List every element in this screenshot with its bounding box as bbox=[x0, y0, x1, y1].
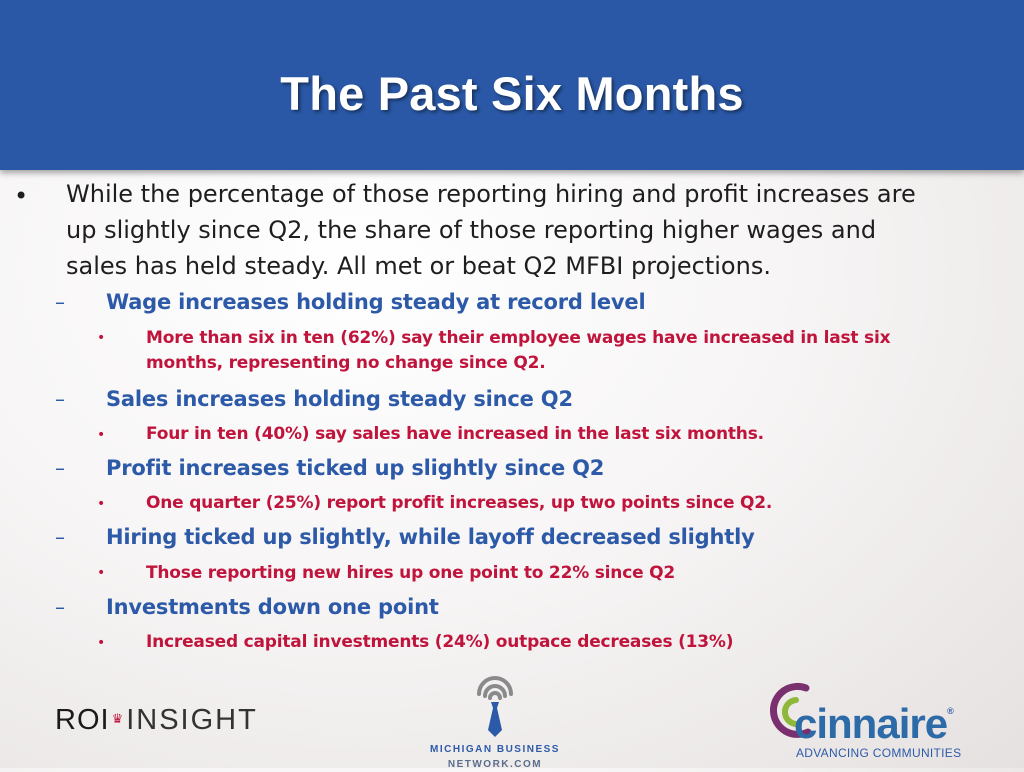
point-bullet: • bbox=[97, 330, 106, 346]
point-bullet: • bbox=[97, 427, 106, 443]
cinnaire-tagline: ADVANCING COMMUNITIES bbox=[796, 746, 962, 760]
michigan-business-network-logo: MICHIGAN BUSINESS NETWORK.COM bbox=[420, 672, 570, 772]
intro-bullet: • bbox=[14, 182, 29, 210]
section-dash: – bbox=[55, 387, 65, 411]
section-heading-sales: Sales increases holding steady since Q2 bbox=[106, 387, 573, 411]
point-bullet: • bbox=[97, 565, 106, 581]
insight-logo-text: INSIGHT bbox=[126, 704, 258, 736]
broadcast-tie-icon bbox=[477, 676, 513, 737]
point-wages-line-2: months, representing no change since Q2. bbox=[146, 353, 546, 373]
point-bullet: • bbox=[97, 496, 106, 512]
roi-insight-logo: ROI ♛INSIGHT bbox=[55, 704, 258, 737]
section-dash: – bbox=[55, 525, 65, 549]
point-sales: Four in ten (40%) say sales have increas… bbox=[146, 424, 764, 444]
crown-icon: ♛ bbox=[111, 711, 125, 726]
section-heading-wages: Wage increases holding steady at record … bbox=[106, 290, 646, 314]
section-dash: – bbox=[55, 290, 65, 314]
point-profit: One quarter (25%) report profit increase… bbox=[146, 493, 773, 513]
point-bullet: • bbox=[97, 635, 106, 651]
section-heading-hiring: Hiring ticked up slightly, while layoff … bbox=[106, 525, 755, 549]
intro-line-2: up slightly since Q2, the share of those… bbox=[66, 216, 877, 244]
point-investments: Increased capital investments (24%) outp… bbox=[146, 632, 734, 652]
registered-mark: ® bbox=[947, 706, 954, 716]
mbn-line-2: NETWORK.COM bbox=[447, 759, 543, 770]
title-bar: The Past Six Months bbox=[0, 0, 1024, 170]
mbn-line-1: MICHIGAN BUSINESS bbox=[430, 744, 560, 755]
cinnaire-swoosh-icon bbox=[769, 682, 812, 738]
section-dash: – bbox=[55, 456, 65, 480]
intro-line-3: sales has held steady. All met or beat Q… bbox=[66, 252, 771, 280]
intro-line-1: While the percentage of those reporting … bbox=[66, 180, 916, 208]
point-wages-line-1: More than six in ten (62%) say their emp… bbox=[146, 328, 891, 348]
roi-logo-text: ROI bbox=[55, 704, 110, 736]
slide-title: The Past Six Months bbox=[280, 67, 744, 120]
cinnaire-name: cinnaire bbox=[794, 700, 948, 747]
cinnaire-logo: cinnaire® ADVANCING COMMUNITIES bbox=[768, 682, 988, 766]
point-hiring: Those reporting new hires up one point t… bbox=[146, 563, 675, 583]
cinnaire-wordmark: cinnaire® bbox=[794, 700, 954, 748]
section-dash: – bbox=[55, 595, 65, 619]
section-heading-investments: Investments down one point bbox=[106, 595, 439, 619]
section-heading-profit: Profit increases ticked up slightly sinc… bbox=[106, 456, 605, 480]
